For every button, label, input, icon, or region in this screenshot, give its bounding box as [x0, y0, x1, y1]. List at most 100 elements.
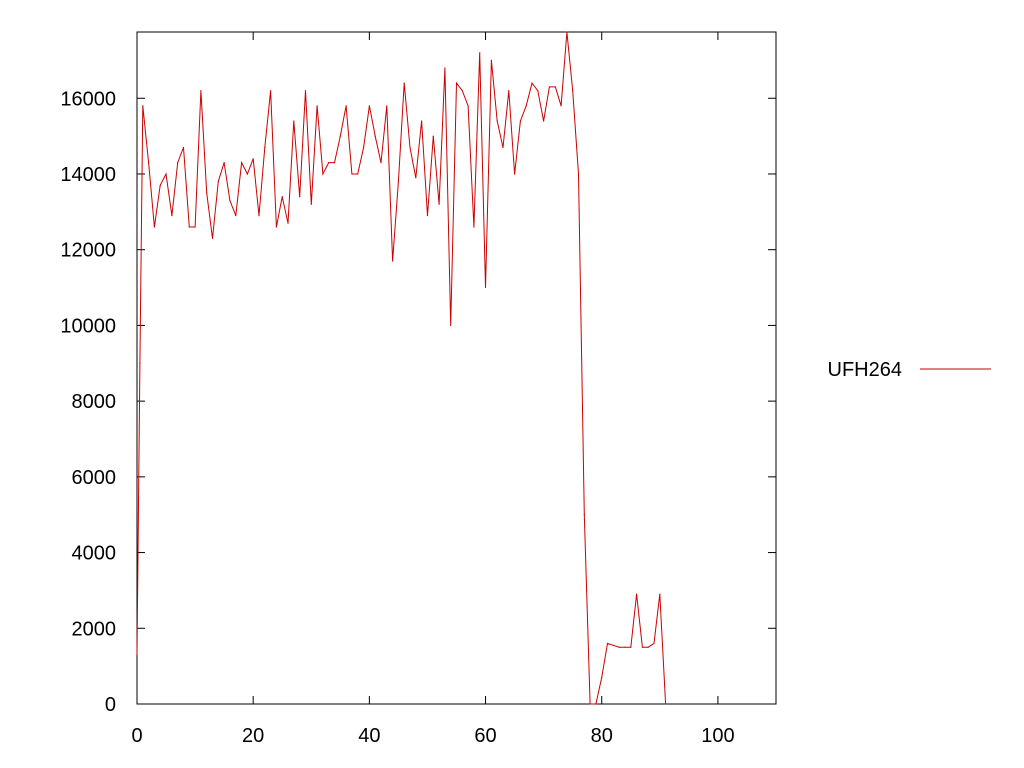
data-point — [484, 286, 487, 289]
data-point — [159, 184, 161, 186]
data-point — [380, 162, 382, 164]
data-point — [235, 215, 237, 217]
data-point — [316, 105, 318, 107]
data-point — [461, 90, 463, 92]
data-point — [223, 162, 225, 164]
data-point — [554, 86, 556, 88]
y-axis: 0 2000 4000 6000 8000 10000 12000 14000 16000 — [60, 88, 776, 716]
y-tick-label: 8000 — [72, 391, 117, 413]
data-point — [165, 173, 167, 175]
data-point — [322, 173, 324, 175]
data-point — [362, 146, 365, 149]
data-point — [479, 52, 481, 54]
data-point — [258, 215, 260, 217]
data-point — [339, 135, 341, 137]
data-point — [589, 703, 591, 705]
data-point — [240, 162, 243, 164]
y-tick-label: 10000 — [60, 315, 116, 337]
data-point — [136, 654, 138, 656]
data-point — [182, 146, 185, 149]
data-point — [333, 162, 336, 164]
data-point — [270, 90, 272, 92]
data-point — [647, 646, 649, 648]
data-point — [409, 146, 411, 149]
data-point — [421, 120, 423, 122]
data-point — [653, 642, 655, 645]
y-tick-label: 16000 — [60, 88, 116, 110]
y-tick-label: 0 — [105, 694, 116, 716]
data-point — [206, 192, 208, 194]
data-point — [194, 226, 196, 228]
data-point — [299, 196, 301, 198]
data-point — [572, 90, 574, 92]
data-point — [426, 215, 429, 217]
data-point — [601, 676, 603, 679]
data-point — [502, 146, 504, 149]
x-tick-label: 60 — [474, 725, 496, 747]
data-point — [490, 59, 492, 61]
data-point — [450, 324, 452, 327]
data-point — [473, 226, 475, 228]
data-point — [508, 90, 510, 92]
data-point — [142, 105, 144, 107]
y-tick-label: 2000 — [72, 618, 117, 640]
data-point — [304, 90, 307, 92]
y-tick-label: 14000 — [60, 164, 116, 186]
data-point — [328, 162, 330, 164]
legend-label: UFH264 — [828, 359, 902, 381]
data-point — [560, 105, 562, 107]
data-point — [566, 31, 568, 33]
data-point — [153, 226, 156, 228]
x-tick-label: 20 — [242, 725, 264, 747]
data-point — [665, 703, 667, 705]
data-point — [293, 120, 295, 122]
data-point — [525, 105, 527, 107]
data-point — [246, 173, 248, 175]
data-point — [252, 158, 254, 160]
data-point — [310, 203, 312, 205]
plot-area — [136, 31, 667, 705]
x-tick-label: 40 — [358, 725, 380, 747]
data-point — [624, 646, 626, 648]
data-point — [281, 196, 283, 198]
data-point — [200, 90, 202, 92]
y-tick-label: 12000 — [60, 240, 116, 262]
data-point — [188, 226, 190, 228]
data-point — [345, 105, 347, 107]
data-point — [438, 203, 440, 205]
data-point — [386, 105, 388, 107]
data-point — [618, 646, 620, 648]
data-point — [531, 82, 533, 84]
series-line-ufh264 — [136, 31, 667, 705]
data-point — [415, 177, 417, 179]
data-point — [374, 135, 376, 137]
data-point — [577, 173, 580, 175]
data-point — [432, 135, 434, 137]
data-point — [357, 173, 359, 175]
data-point — [455, 82, 458, 84]
data-point — [211, 237, 214, 239]
data-point — [148, 162, 150, 164]
data-point — [659, 593, 661, 595]
data-point — [583, 514, 585, 516]
x-tick-label: 100 — [701, 725, 734, 747]
data-point — [537, 90, 539, 92]
data-point — [548, 86, 551, 88]
y-tick-label: 4000 — [72, 543, 117, 565]
data-point — [397, 180, 400, 183]
data-point — [177, 162, 179, 164]
data-point — [467, 105, 469, 107]
data-point — [444, 67, 446, 69]
data-point — [264, 146, 266, 149]
data-point — [635, 593, 638, 595]
data-point — [171, 215, 173, 217]
x-axis: 0 20 40 60 80 100 — [131, 32, 735, 747]
data-point — [139, 362, 141, 364]
data-point — [217, 180, 219, 183]
data-point — [513, 173, 516, 175]
data-point — [368, 105, 370, 107]
data-point — [641, 646, 643, 648]
data-point — [543, 120, 545, 122]
data-point — [392, 260, 394, 262]
